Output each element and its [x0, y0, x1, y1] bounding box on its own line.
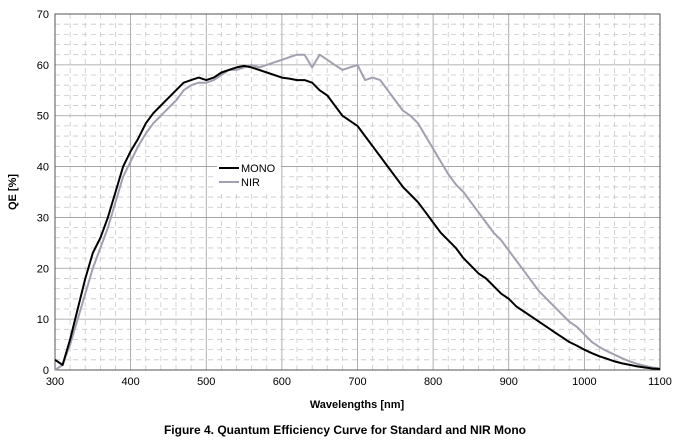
- x-tick-label: 400: [121, 376, 139, 388]
- series-line-mono: [54, 64, 661, 370]
- figure-caption: Figure 4. Quantum Efficiency Curve for S…: [163, 423, 527, 437]
- y-tick-label: 60: [37, 60, 49, 72]
- grid: [54, 13, 661, 371]
- y-tick-label: 30: [37, 212, 49, 224]
- x-axis-label: Wavelengths [nm]: [310, 399, 405, 411]
- x-tick-label: 300: [46, 376, 64, 388]
- x-tick-label: 700: [348, 376, 366, 388]
- legend-label-mono: MONO: [241, 163, 276, 175]
- x-tick-label: 500: [197, 376, 215, 388]
- y-tick-label: 20: [37, 263, 49, 275]
- x-tick-label: 1100: [648, 376, 672, 388]
- y-tick-label: 70: [37, 9, 49, 21]
- legend-label-nir: NIR: [241, 177, 260, 189]
- x-tick-label: 600: [273, 376, 291, 388]
- plot-frame: [54, 13, 661, 371]
- legend-box: [217, 159, 281, 193]
- y-axis-label: QE [%]: [7, 174, 19, 210]
- legend: MONO NIR: [217, 159, 281, 193]
- x-tick-label: 1000: [572, 376, 596, 388]
- y-tick-label: 10: [37, 314, 49, 326]
- y-tick-label: 40: [37, 162, 49, 174]
- x-tick-label: 900: [500, 376, 518, 388]
- y-tick-label: 50: [37, 111, 49, 123]
- y-tick-label: 0: [43, 365, 49, 377]
- series-line-nir: [54, 53, 661, 371]
- tick-labels: 300 400 500 600 700 800 900 1000 1100 0 10 20 30 40 50…: [37, 9, 672, 388]
- qe-chart: 300 400 500 600 700 800 900 1000 1100 0 10 20 30 40 50…: [7, 9, 672, 411]
- series-layer: [54, 53, 661, 371]
- x-tick-label: 800: [424, 376, 442, 388]
